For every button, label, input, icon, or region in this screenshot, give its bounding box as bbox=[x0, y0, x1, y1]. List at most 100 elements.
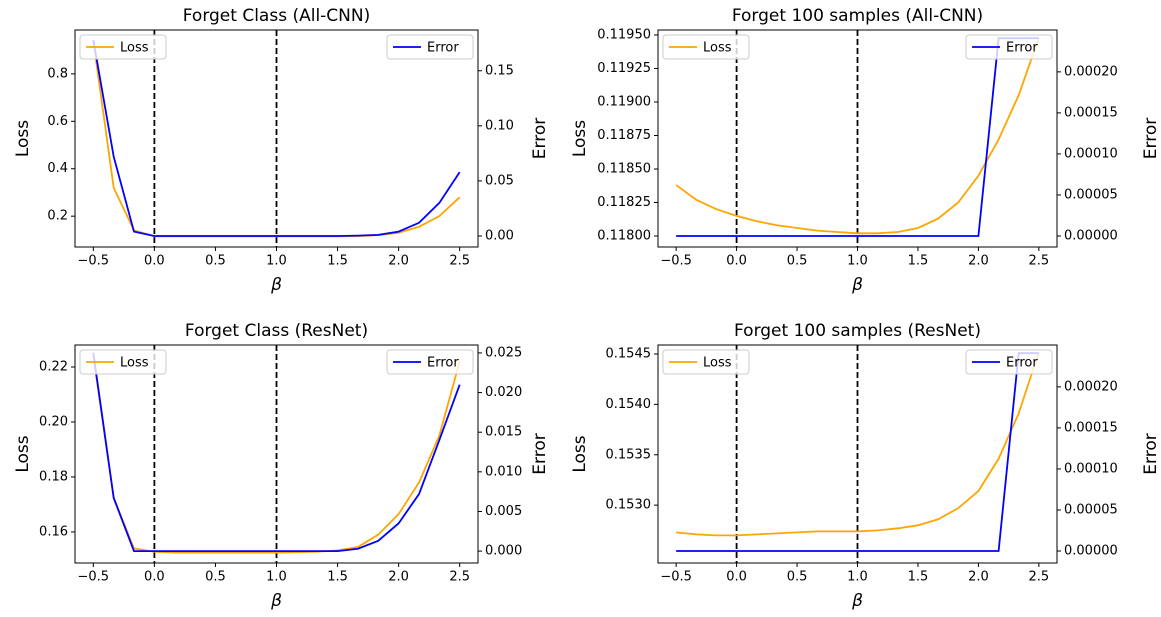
y2-tick-label: 0.10 bbox=[485, 118, 514, 133]
legend-label: Loss bbox=[703, 41, 732, 56]
data-line bbox=[676, 351, 1040, 537]
subplot-title: Forget Class (All-CNN) bbox=[183, 6, 371, 26]
data-line bbox=[676, 37, 1039, 237]
y-tick-label: 0.6 bbox=[47, 114, 68, 129]
data-line bbox=[92, 352, 461, 553]
axes-frame bbox=[657, 344, 1058, 564]
x-tick-label: 2.0 bbox=[968, 254, 989, 269]
x-tick-label: 0.0 bbox=[726, 570, 747, 585]
x-tick-label: 0.0 bbox=[144, 254, 165, 269]
legend: Error bbox=[965, 349, 1053, 375]
legend-box bbox=[965, 34, 1053, 60]
y2-tick-label: 0.00020 bbox=[1064, 379, 1118, 394]
y2-tick-label: 0.010 bbox=[485, 464, 522, 479]
y2-axis-label: Error bbox=[1141, 433, 1161, 474]
y-axis-label: Loss bbox=[13, 120, 33, 157]
y-tick-label: 0.11800 bbox=[597, 229, 651, 244]
legend: Loss bbox=[79, 349, 167, 375]
y2-tick-label: 0.00020 bbox=[1064, 64, 1118, 79]
y2-axis-label: Error bbox=[530, 433, 550, 474]
x-tick-label: 1.0 bbox=[266, 254, 287, 269]
x-tick-label: 0.5 bbox=[205, 570, 226, 585]
y2-tick-label: 0.005 bbox=[485, 504, 522, 519]
y2-tick-label: 0.00010 bbox=[1064, 461, 1118, 476]
x-tick-label: 1.5 bbox=[327, 254, 348, 269]
x-tick-label: 2.5 bbox=[1029, 570, 1050, 585]
legend: Error bbox=[965, 34, 1053, 60]
legend-label: Error bbox=[427, 41, 459, 56]
data-line bbox=[676, 352, 1039, 552]
y2-tick-label: 0.025 bbox=[485, 345, 522, 360]
legend-box bbox=[79, 349, 167, 375]
y-tick-label: 0.11950 bbox=[597, 27, 651, 42]
y2-tick-label: 0.00 bbox=[485, 228, 514, 243]
x-tick-label: 1.0 bbox=[847, 570, 868, 585]
legend-label: Loss bbox=[120, 41, 149, 56]
x-tick-label: −0.5 bbox=[78, 570, 110, 585]
y-tick-label: 0.18 bbox=[39, 469, 68, 484]
legend-box bbox=[386, 349, 474, 375]
x-tick-label: 2.0 bbox=[388, 254, 409, 269]
y-axis-label: Loss bbox=[13, 435, 33, 472]
y2-tick-label: 0.00010 bbox=[1064, 146, 1118, 161]
y-tick-label: 0.1540 bbox=[606, 397, 652, 412]
x-tick-label: 1.5 bbox=[327, 570, 348, 585]
x-tick-label: 0.0 bbox=[726, 254, 747, 269]
legend: Loss bbox=[79, 34, 167, 60]
y-axis-label: Loss bbox=[570, 435, 590, 472]
y2-tick-label: 0.15 bbox=[485, 63, 514, 78]
legend: Loss bbox=[662, 34, 750, 60]
x-axis-label: β bbox=[270, 275, 282, 295]
x-tick-label: 2.0 bbox=[388, 570, 409, 585]
x-tick-label: 1.0 bbox=[266, 570, 287, 585]
x-tick-label: 1.0 bbox=[847, 254, 868, 269]
subplot: Forget Class (ResNet) β Loss Error −0.5 0.0 0.… bbox=[13, 321, 550, 611]
y2-tick-label: 0.00015 bbox=[1064, 420, 1118, 435]
axes-frame bbox=[74, 344, 479, 564]
y2-tick-label: 0.00005 bbox=[1064, 187, 1118, 202]
y-tick-label: 0.2 bbox=[47, 209, 68, 224]
x-tick-label: 0.0 bbox=[144, 570, 165, 585]
y-tick-label: 0.4 bbox=[47, 161, 68, 176]
y-tick-label: 0.1535 bbox=[606, 447, 652, 462]
x-tick-label: 1.5 bbox=[908, 570, 929, 585]
y-tick-label: 0.11850 bbox=[597, 161, 651, 176]
y-tick-label: 0.11875 bbox=[597, 128, 651, 143]
y-tick-label: 0.20 bbox=[39, 414, 68, 429]
x-tick-label: 0.5 bbox=[787, 254, 808, 269]
y-tick-label: 0.22 bbox=[39, 359, 68, 374]
y-tick-label: 0.1530 bbox=[606, 498, 652, 513]
x-tick-label: 0.5 bbox=[205, 254, 226, 269]
y2-axis-label: Error bbox=[530, 118, 550, 159]
x-tick-label: 1.5 bbox=[908, 254, 929, 269]
legend-label: Error bbox=[1006, 41, 1038, 56]
subplot-title: Forget 100 samples (All-CNN) bbox=[732, 6, 983, 26]
y-axis-label: Loss bbox=[570, 120, 590, 157]
legend-box bbox=[662, 34, 750, 60]
y2-tick-label: 0.020 bbox=[485, 385, 522, 400]
x-axis-label: β bbox=[270, 591, 282, 611]
y2-tick-label: 0.00005 bbox=[1064, 502, 1118, 517]
y-tick-label: 0.11925 bbox=[597, 61, 651, 76]
x-axis-label: β bbox=[851, 591, 863, 611]
legend-label: Loss bbox=[703, 356, 732, 371]
x-tick-label: 0.5 bbox=[787, 570, 808, 585]
x-tick-label: 2.5 bbox=[449, 570, 470, 585]
legend-box bbox=[662, 349, 750, 375]
data-line bbox=[675, 37, 1040, 235]
y2-tick-label: 0.00015 bbox=[1064, 105, 1118, 120]
legend-box bbox=[386, 34, 474, 60]
legend-label: Error bbox=[427, 356, 459, 371]
y2-tick-label: 0.015 bbox=[485, 425, 522, 440]
x-tick-label: −0.5 bbox=[660, 254, 692, 269]
legend-label: Error bbox=[1006, 356, 1038, 371]
subplot-title: Forget Class (ResNet) bbox=[185, 321, 368, 341]
subplot: Forget 100 samples (ResNet) β Loss Error −0.… bbox=[570, 321, 1161, 611]
x-tick-label: 2.5 bbox=[449, 254, 470, 269]
y-tick-label: 0.11825 bbox=[597, 195, 651, 210]
y2-tick-label: 0.05 bbox=[485, 173, 514, 188]
y-tick-label: 0.16 bbox=[39, 524, 68, 539]
y-tick-label: 0.8 bbox=[47, 66, 68, 81]
